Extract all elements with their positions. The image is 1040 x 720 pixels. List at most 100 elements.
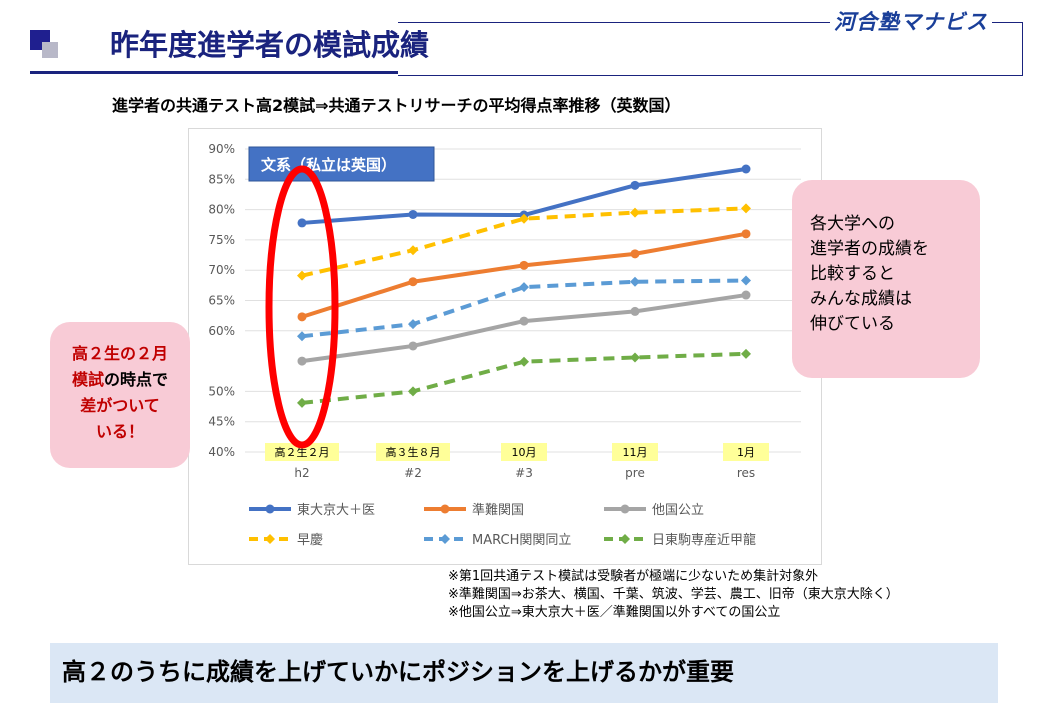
data-point [408,386,418,397]
y-tick-label: 45% [208,415,235,429]
page-title: 昨年度進学者の模試成績 [110,28,430,62]
series-line [301,278,747,339]
y-tick-label: 75% [208,233,235,247]
callout-right-line: 進学者の成績を [810,239,929,259]
legend-label: 準難関国 [472,502,524,518]
title-square-shadow-icon [42,42,58,58]
data-point [297,312,307,322]
x-tick-label: h2 [294,466,309,480]
y-tick-label: 85% [208,172,235,186]
y-tick-label: 90% [208,142,235,156]
data-point [741,229,751,239]
callout-right-line: みんな成績は [810,289,912,309]
bottom-banner [50,643,998,703]
data-point [741,348,751,359]
x-badge [501,443,547,461]
data-point [297,331,307,342]
data-point [519,282,529,293]
data-point [630,352,640,363]
callout-right-text: 各大学への 進学者の成績を 比較すると みんな成績は 伸びている [810,212,980,337]
data-point [408,209,418,219]
data-point [741,203,751,214]
legend-marker [620,504,630,514]
series-line [301,206,747,278]
data-point [630,249,640,259]
x-tick-label: res [737,466,755,480]
callout-right-line: 比較すると [810,264,895,284]
legend-marker [265,504,275,514]
data-point [408,245,418,256]
footnote: ※準難関国⇒お茶大、横国、千葉、筑波、学芸、農工、旧帝（東大京大除く） [448,587,899,602]
data-point [741,275,751,286]
x-badge-label: 高３生８月 [386,445,441,459]
data-point [630,306,640,316]
callout-left-bubble [50,322,190,468]
footnote: ※他国公立⇒東大京大＋医／準難関国以外すべての国公立 [448,605,781,620]
data-point [630,180,640,190]
y-tick-label: 65% [208,294,235,308]
title-underline [30,71,398,74]
data-point [408,319,418,330]
x-badge-label: 10月 [512,446,537,459]
brand-logo: 河合塾マナビス [830,6,992,36]
legend-marker [440,504,450,514]
category-box-label: 文系（私立は英国） [261,156,396,174]
x-badge [265,443,339,461]
data-point [297,397,307,408]
legend-marker [265,534,275,544]
data-point [519,213,529,224]
line-chart: 90% 85% 80% 75% 70% 65% 60% 50% 45% 40% 高２生２月 h2 高３生… [208,142,801,548]
data-point [741,290,751,300]
data-point [519,316,529,326]
bottom-banner-text: 高２のうちに成績を上げていかにポジションを上げるかが重要 [62,658,734,686]
callout-left-line4: いる！ [95,422,144,441]
legend-marker [440,534,450,544]
legend-marker [620,534,630,544]
x-badge [612,443,658,461]
footnote: ※第1回共通テスト模試は受験者が極端に少ないため集計対象外 [448,569,819,584]
data-point [630,207,640,218]
legend-label: MARCH関関同立 [472,533,571,548]
data-point [408,277,418,287]
series-line [301,293,747,364]
legend-label: 日東駒専産近甲龍 [652,532,756,548]
callout-left-line1: 高２生の２月 [71,344,168,363]
callout-left-line2-black: の時点で [104,370,169,389]
y-tick-label: 70% [208,263,235,277]
data-point [519,356,529,367]
x-badge [376,443,450,461]
data-point [297,270,307,281]
legend-label: 東大京大＋医 [297,502,375,518]
highlight-ellipse [265,165,339,449]
chart-container: 90% 85% 80% 75% 70% 65% 60% 50% 45% 40% 高２生２月 h2 高３生… [188,128,822,565]
x-tick-label: #2 [404,466,422,480]
callout-left-line2: 模試の時点で [50,367,190,393]
data-point [519,260,529,270]
footnotes: ※第1回共通テスト模試は受験者が極端に少ないため集計対象外 ※準難関国⇒お茶大、… [448,568,899,622]
x-badge-label: 1月 [737,446,755,459]
x-badge-label: 高２生２月 [275,445,330,459]
data-point [297,218,307,228]
legend-label: 他国公立 [652,503,704,518]
x-tick-label: pre [625,466,645,480]
header-frame [398,22,1023,76]
data-point [297,356,307,366]
data-point [630,276,640,287]
callout-right-bubble [792,180,980,378]
callout-left-line2-red: 模試 [71,370,104,389]
x-badge [723,443,769,461]
category-box [248,146,435,182]
legend-label: 早慶 [297,533,323,548]
callout-left-text: 高２生の２月 模試の時点で 差がついて いる！ [50,341,190,445]
y-tick-label: 60% [208,324,235,338]
y-tick-label: 50% [208,384,235,398]
chart-subtitle: 進学者の共通テスト高2模試⇒共通テストリサーチの平均得点率推移（英数国） [112,96,681,115]
data-point [408,341,418,351]
callout-left-line3: 差がついて [80,396,160,415]
callout-right-line: 伸びている [810,314,895,334]
x-badge-label: 11月 [623,446,648,459]
data-point [741,164,751,174]
y-tick-label: 40% [208,445,235,459]
y-tick-label: 80% [208,203,235,217]
x-tick-label: #3 [515,466,533,480]
